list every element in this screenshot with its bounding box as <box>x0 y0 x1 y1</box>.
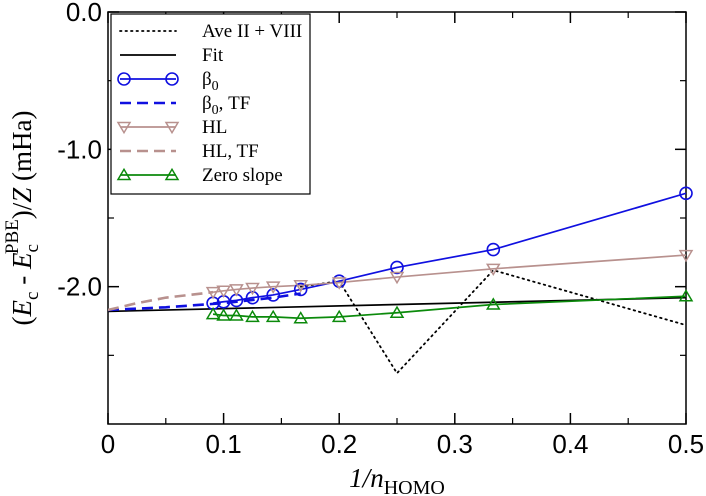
x-tick-label: 0.3 <box>437 429 473 459</box>
legend-label-fit: Fit <box>202 45 224 66</box>
data-point-hl <box>331 277 347 290</box>
data-point-hl <box>678 249 694 263</box>
series-layer <box>108 192 686 375</box>
axis-ticks: 0 0.1 0.2 0.3 0.4 0.5 0.0 -1.0 -2.0 <box>57 0 704 459</box>
data-point-zero-slope <box>389 305 405 319</box>
data-point-zero-slope <box>245 309 260 323</box>
data-point-0 <box>486 242 501 257</box>
legend-marker-hl <box>116 121 132 135</box>
legend-marker-0 <box>117 72 131 86</box>
series-line-zero-slope <box>212 295 686 320</box>
y-axis-label: (Ec - EcPBE)/Z (mHa) <box>2 111 43 326</box>
x-tick-label: 0 <box>101 429 115 459</box>
legend-label-0: β0 <box>202 69 219 94</box>
data-point-0 <box>390 260 404 275</box>
data-point-hl <box>205 286 221 300</box>
x-tick-label: 0.4 <box>552 429 588 459</box>
data-point-0 <box>679 186 693 201</box>
legend-marker-0 <box>165 72 179 86</box>
legend-box <box>110 13 311 195</box>
data-point-zero-slope <box>485 297 501 310</box>
data-point-hl <box>389 271 405 285</box>
marker-layer <box>205 186 694 324</box>
data-point-zero-slope <box>216 308 231 321</box>
legend-label-zero-slope: Zero slope <box>202 165 283 186</box>
legend-label-0-tf: β0, TF <box>202 93 250 118</box>
data-point-0 <box>245 290 260 305</box>
series-line-hl-tf <box>108 290 214 312</box>
data-point-hl <box>229 284 244 297</box>
data-point-hl <box>216 285 231 298</box>
legend-label-hl-tf: HL, TF <box>202 141 259 162</box>
data-point-hl <box>485 263 501 276</box>
data-point-0 <box>266 288 280 302</box>
x-tick-label: 0.5 <box>668 429 704 459</box>
x-tick-label: 0.2 <box>321 429 357 459</box>
legend-marker-zero-slope <box>116 167 132 181</box>
data-point-zero-slope <box>205 306 221 320</box>
data-point-zero-slope <box>293 311 309 324</box>
y-tick-label: -2.0 <box>57 272 102 302</box>
data-point-zero-slope <box>331 309 347 323</box>
x-axis-label: 1/nHOMO <box>349 463 445 496</box>
data-point-0 <box>293 282 308 297</box>
series-line-0-tf <box>108 292 301 312</box>
data-point-hl <box>265 281 281 294</box>
legend-marker-hl <box>164 121 180 135</box>
data-point-hl <box>293 280 309 293</box>
legend-marker-zero-slope <box>164 167 180 181</box>
series-line-hl <box>212 254 686 294</box>
legend-label-ave-ii-viii: Ave II + VIII <box>202 21 302 42</box>
series-line-ave-ii-viii <box>299 269 686 375</box>
data-point-zero-slope <box>265 309 281 323</box>
data-point-hl <box>245 282 260 296</box>
y-tick-label: 0.0 <box>66 0 102 27</box>
data-point-zero-slope <box>678 289 694 302</box>
data-point-zero-slope <box>229 308 244 321</box>
y-tick-label: -1.0 <box>57 134 102 164</box>
legend-label-hl: HL <box>202 117 227 138</box>
x-tick-label: 0.1 <box>206 429 242 459</box>
